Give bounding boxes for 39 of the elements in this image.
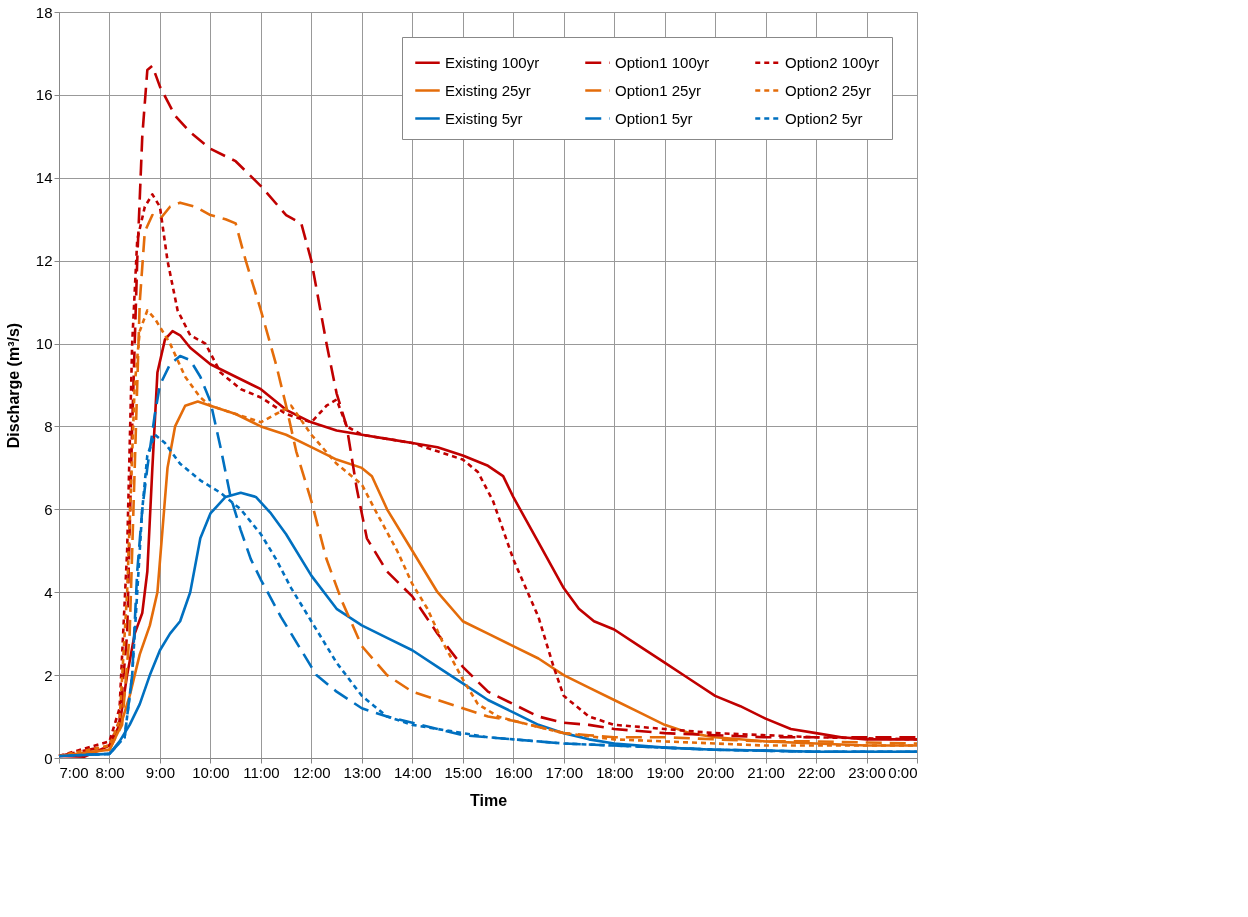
legend-label: Existing 100yr [445, 53, 540, 71]
y-tick-label: 18 [35, 3, 53, 21]
y-axis-title: Discharge (m³/s) [4, 322, 22, 449]
legend-label: Existing 5yr [445, 109, 523, 127]
legend-label: Option2 100yr [785, 53, 880, 71]
y-tick-label: 8 [44, 417, 53, 435]
x-tick-label: 16:00 [494, 763, 533, 781]
y-tick-label: 6 [44, 500, 53, 518]
legend-label: Option1 5yr [615, 109, 693, 127]
x-axis-title: Time [469, 791, 508, 809]
legend-label: Option2 25yr [785, 81, 871, 99]
x-tick-label: 18:00 [595, 763, 634, 781]
x-tick-label: 15:00 [444, 763, 483, 781]
legend-label: Option2 5yr [785, 109, 863, 127]
x-tick-label: 11:00 [243, 763, 280, 781]
x-tick-label: 20:00 [696, 763, 735, 781]
y-tick-label: 2 [44, 666, 53, 684]
x-tick-label: 8:00 [95, 763, 125, 781]
x-tick-label: 9:00 [145, 763, 176, 781]
y-tick-label: 10 [35, 335, 53, 353]
y-tick-label: 4 [44, 583, 53, 601]
legend-label: Option1 100yr [615, 53, 710, 71]
x-tick-label: 17:00 [545, 763, 583, 781]
x-tick-label: 0:00 [888, 763, 918, 781]
x-tick-label: 7:00 [59, 763, 89, 781]
x-tick-label: 13:00 [343, 763, 382, 781]
x-tick-label: 19:00 [646, 763, 684, 781]
y-tick-label: 12 [35, 252, 53, 270]
legend-label: Option1 25yr [615, 81, 701, 99]
x-tick-label: 14:00 [394, 763, 432, 781]
y-tick-label: 14 [35, 169, 53, 187]
x-tick-label: 12:00 [293, 763, 331, 781]
x-tick-label: 23:00 [848, 763, 886, 781]
x-tick-label: 22:00 [797, 763, 836, 781]
x-tick-label: 21:00 [747, 763, 785, 781]
y-tick-label: 0 [44, 749, 53, 767]
legend-label: Existing 25yr [445, 81, 531, 99]
y-tick-label: 16 [35, 86, 53, 104]
x-tick-label: 10:00 [192, 763, 230, 781]
